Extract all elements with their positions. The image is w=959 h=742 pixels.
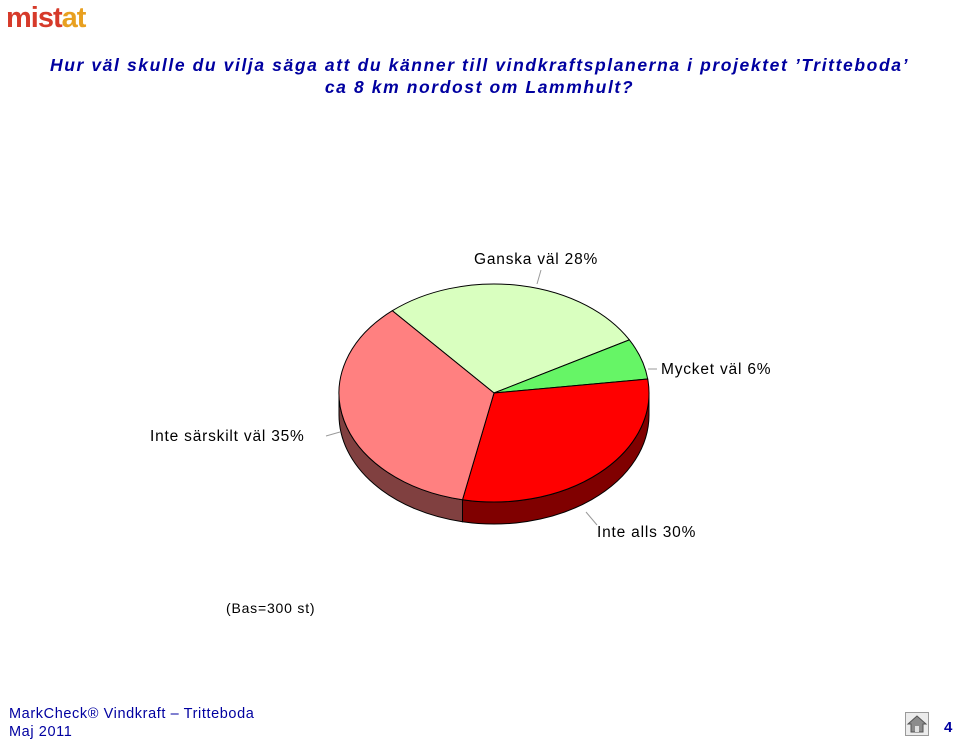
home-icon — [906, 715, 928, 733]
slice-label-2: Inte alls 30% — [597, 524, 696, 541]
title-line-2: ca 8 km nordost om Lammhult? — [324, 77, 635, 97]
slice-label-0: Ganska väl 28% — [474, 251, 598, 268]
pie-slice-0 — [391, 283, 631, 394]
pie-slice-2 — [461, 378, 650, 503]
leader-line-0 — [536, 269, 542, 285]
footer-brand: MarkCheck® Vindkraft – Tritteboda — [9, 706, 255, 722]
leader-line-2 — [585, 511, 598, 526]
home-button[interactable] — [905, 712, 929, 736]
slice-label-1: Mycket väl 6% — [661, 361, 771, 378]
slice-label-3: Inte särskilt väl 35% — [150, 428, 305, 445]
page-number: 4 — [944, 719, 953, 736]
leader-line-3 — [325, 431, 341, 437]
mistat-logo: mistat — [6, 2, 86, 34]
title-line-1: Hur väl skulle du vilja säga att du känn… — [49, 55, 910, 75]
footer-date: Maj 2011 — [9, 724, 73, 740]
pie-slice-3 — [338, 310, 495, 501]
page-title: Hur väl skulle du vilja säga att du känn… — [20, 54, 939, 98]
base-note: (Bas=300 st) — [226, 600, 316, 616]
